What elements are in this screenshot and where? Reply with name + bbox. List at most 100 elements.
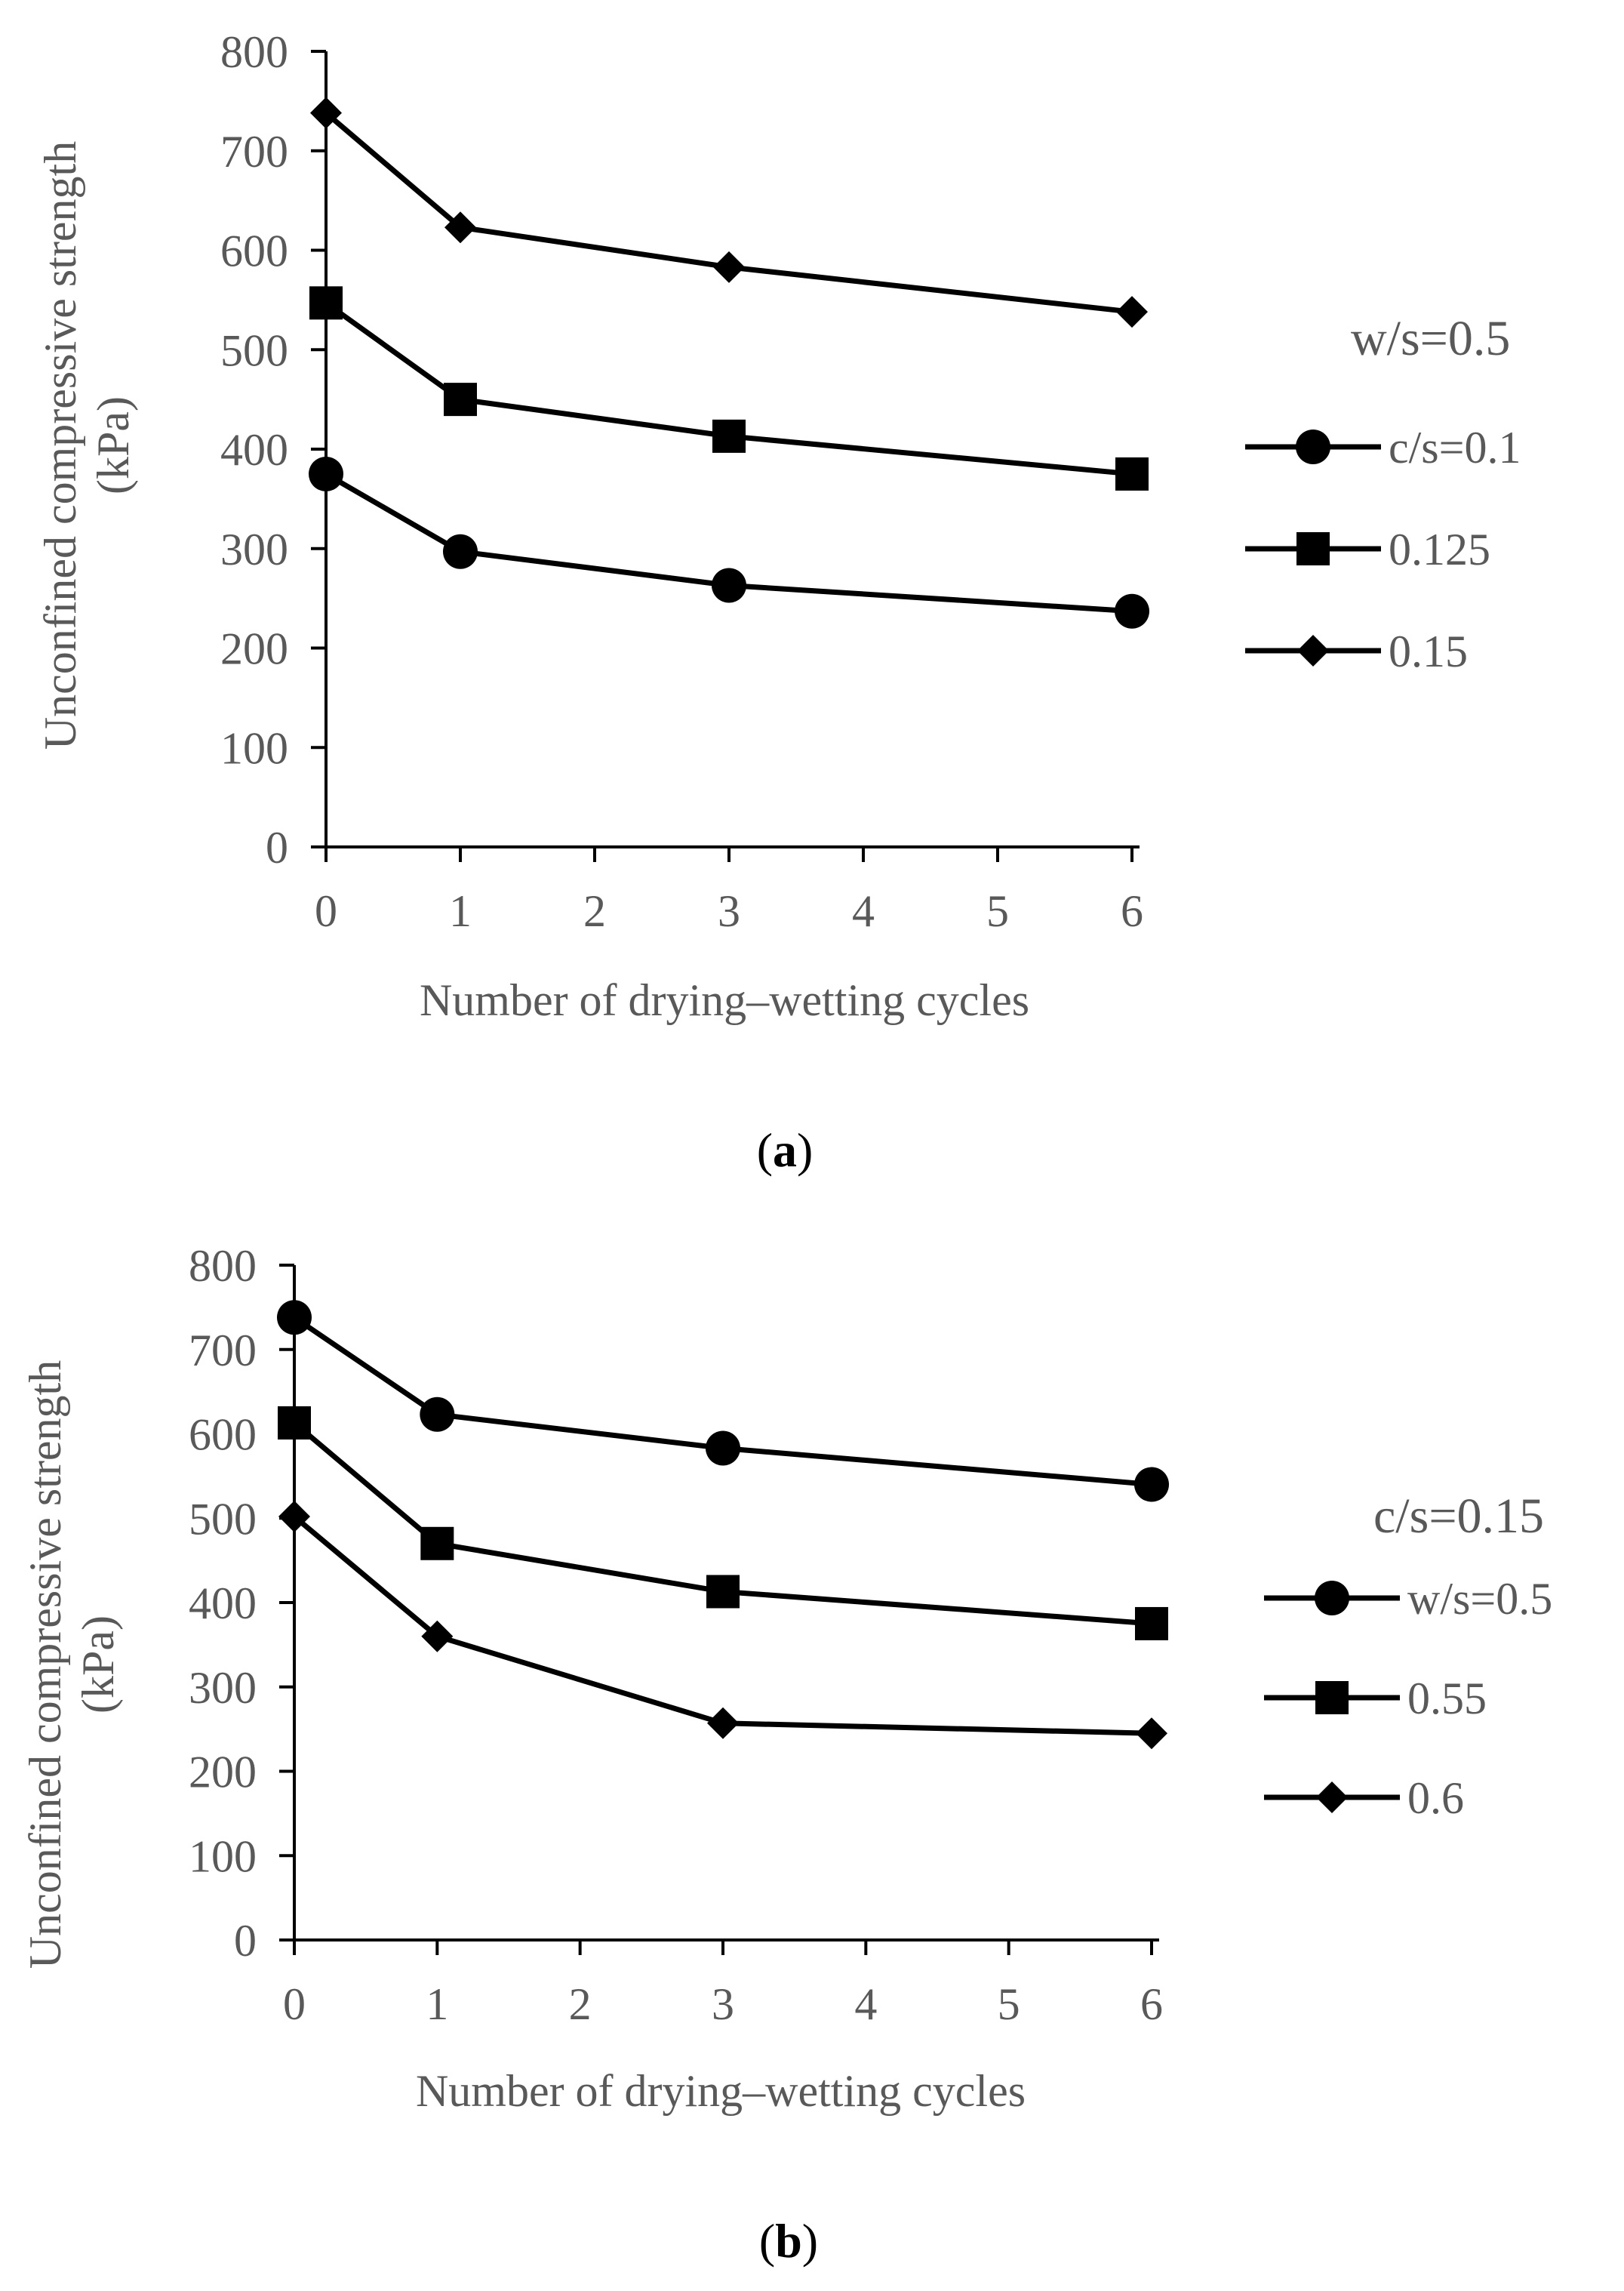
x-tick-label: 4 bbox=[854, 1979, 877, 2029]
y-tick-label: 300 bbox=[220, 525, 288, 574]
data-point bbox=[309, 286, 343, 320]
x-tick-label: 1 bbox=[449, 886, 472, 936]
data-point bbox=[310, 97, 342, 129]
data-point bbox=[706, 1575, 740, 1609]
x-tick-label: 6 bbox=[1121, 886, 1143, 936]
y-tick-label: 200 bbox=[189, 1748, 257, 1797]
data-point bbox=[712, 419, 746, 453]
axes bbox=[311, 50, 1140, 862]
series-1 bbox=[277, 1300, 1169, 1502]
data-point bbox=[1134, 1467, 1169, 1502]
series-line bbox=[293, 1315, 1152, 1488]
y-tick-label: 400 bbox=[189, 1578, 257, 1628]
y-tick-label: 600 bbox=[220, 226, 288, 276]
legend-item: 0.15 bbox=[1245, 627, 1468, 676]
x-tick-labels: 0 1 2 3 4 5 6 bbox=[315, 886, 1143, 936]
data-point bbox=[277, 1300, 312, 1335]
series-2 bbox=[278, 1406, 1168, 1640]
x-tick-label: 0 bbox=[315, 886, 337, 936]
x-tick-label: 1 bbox=[426, 1979, 448, 2029]
legend-marker bbox=[1315, 1681, 1349, 1714]
series-2 bbox=[309, 286, 1149, 491]
legend-label: 0.55 bbox=[1407, 1674, 1487, 1723]
legend-marker bbox=[1296, 532, 1330, 565]
legend-label: 0.6 bbox=[1407, 1773, 1464, 1823]
legend-item: w/s=0.5 bbox=[1264, 1574, 1552, 1624]
series-3 bbox=[278, 1501, 1167, 1750]
y-axis-title: Unconfined compressive strength (kPa) bbox=[20, 1360, 123, 1969]
legend-title: w/s=0.5 bbox=[1351, 311, 1510, 366]
y-tick-label: 200 bbox=[220, 624, 288, 674]
data-point bbox=[1115, 457, 1149, 491]
x-axis-title: Number of drying–wetting cycles bbox=[416, 2066, 1026, 2116]
y-axis-title-line2: (kPa) bbox=[88, 396, 138, 494]
y-tick-label: 300 bbox=[189, 1663, 257, 1713]
series-layer bbox=[277, 1300, 1169, 1750]
caption-a: (a) bbox=[757, 1123, 814, 1177]
legend: w/s=0.5 c/s=0.1 0.125 0.15 bbox=[1245, 311, 1521, 676]
series-1 bbox=[309, 456, 1149, 629]
legend: c/s=0.15 w/s=0.5 0.55 0.6 bbox=[1264, 1489, 1552, 1823]
legend-label: w/s=0.5 bbox=[1407, 1574, 1552, 1624]
legend-label: 0.125 bbox=[1389, 525, 1490, 574]
series-3 bbox=[310, 97, 1148, 328]
x-tick-label: 3 bbox=[718, 886, 740, 936]
legend-title: c/s=0.15 bbox=[1373, 1489, 1544, 1544]
legend-marker bbox=[1296, 430, 1330, 464]
data-point bbox=[421, 1620, 454, 1652]
data-point bbox=[713, 251, 745, 283]
data-point bbox=[278, 1501, 310, 1533]
legend-items: w/s=0.5 0.55 0.6 bbox=[1264, 1574, 1552, 1823]
y-tick-label: 700 bbox=[189, 1326, 257, 1375]
y-tick-label: 0 bbox=[234, 1916, 257, 1966]
data-point bbox=[1136, 1717, 1167, 1750]
x-tick-label: 6 bbox=[1140, 1979, 1163, 2029]
data-point bbox=[707, 1707, 739, 1739]
y-tick-label: 800 bbox=[189, 1241, 257, 1291]
legend-item: 0.125 bbox=[1245, 525, 1490, 574]
legend-item: c/s=0.1 bbox=[1245, 423, 1521, 473]
data-point bbox=[278, 1406, 311, 1440]
data-point bbox=[444, 211, 476, 244]
chart-panel-a: Unconfined compressive strength (kPa) Nu… bbox=[35, 27, 1521, 1177]
data-point bbox=[712, 568, 746, 603]
x-tick-label: 2 bbox=[583, 886, 606, 936]
legend-marker bbox=[1297, 635, 1329, 667]
series-line bbox=[324, 111, 1133, 315]
series-layer bbox=[309, 97, 1149, 629]
data-point bbox=[1135, 1606, 1168, 1640]
legend-items: c/s=0.1 0.125 0.15 bbox=[1245, 423, 1521, 676]
y-tick-label: 0 bbox=[266, 823, 288, 873]
x-tick-label: 0 bbox=[283, 1979, 306, 2029]
x-axis-title: Number of drying–wetting cycles bbox=[420, 975, 1029, 1025]
y-axis-title-line2: (kPa) bbox=[73, 1615, 123, 1714]
legend-item: 0.55 bbox=[1264, 1674, 1487, 1723]
y-axis-title-line1: Unconfined compressive strength bbox=[35, 141, 85, 750]
data-point bbox=[420, 1396, 455, 1432]
series-line bbox=[292, 1514, 1152, 1736]
y-tick-label: 100 bbox=[220, 723, 288, 773]
caption-b: (b) bbox=[759, 2214, 818, 2268]
y-tick-label: 800 bbox=[220, 27, 288, 77]
data-point bbox=[706, 1430, 740, 1466]
data-point bbox=[1116, 296, 1148, 328]
data-point bbox=[420, 1526, 454, 1560]
y-tick-label: 700 bbox=[220, 127, 288, 177]
y-tick-labels: 0 100 200 300 400 500 600 700 800 bbox=[189, 1241, 257, 1966]
y-axis-title: Unconfined compressive strength (kPa) bbox=[35, 141, 138, 750]
y-tick-label: 600 bbox=[189, 1410, 257, 1460]
y-tick-label: 500 bbox=[189, 1494, 257, 1544]
x-tick-label: 3 bbox=[712, 1979, 734, 2029]
y-tick-label: 400 bbox=[220, 425, 288, 475]
legend-label: c/s=0.1 bbox=[1389, 423, 1521, 473]
legend-label: 0.15 bbox=[1389, 627, 1468, 676]
series-line bbox=[292, 1421, 1152, 1627]
x-tick-label: 5 bbox=[986, 886, 1009, 936]
y-tick-label: 500 bbox=[220, 325, 288, 375]
x-tick-label: 2 bbox=[569, 1979, 592, 2029]
x-tick-label: 5 bbox=[998, 1979, 1020, 2029]
y-axis-title-line1: Unconfined compressive strength bbox=[20, 1360, 70, 1969]
axes bbox=[279, 1264, 1159, 1955]
data-point bbox=[443, 534, 478, 569]
